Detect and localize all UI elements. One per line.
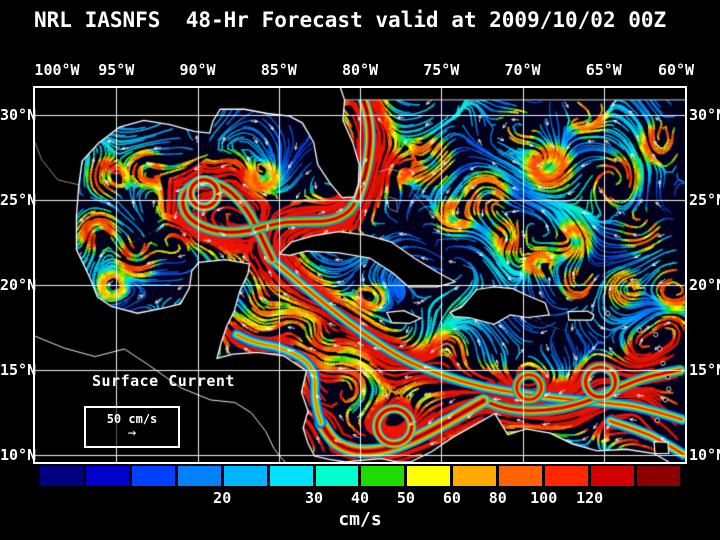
lon-tick-label: 65°W [585, 61, 622, 79]
colorbar-segment [223, 466, 267, 486]
map-plot: Surface Current 50 cm/s → [33, 86, 687, 464]
colorbar-segment [545, 466, 589, 486]
colorbar-segment [315, 466, 359, 486]
colorbar-segment [591, 466, 634, 486]
colorbar-tick-label: 20 [213, 489, 232, 507]
colorbar [40, 466, 680, 486]
scale-label: 50 cm/s [106, 411, 158, 426]
colorbar-segment [269, 466, 313, 486]
lon-tick-label: 100°W [34, 61, 80, 79]
colorbar-tick-label: 80 [488, 489, 507, 507]
colorbar-segment [361, 466, 405, 486]
surface-current-map-canvas [35, 88, 685, 462]
lat-tick-label-left: 30°N [0, 106, 37, 125]
colorbar-segment [499, 466, 543, 486]
legend-title: Surface Current [92, 372, 235, 390]
colorbar-tick-label: 40 [350, 489, 370, 507]
colorbar-segment [40, 466, 83, 486]
lon-tick-label: 95°W [98, 61, 135, 79]
lon-tick-label: 75°W [423, 61, 460, 79]
lon-tick-label: 85°W [260, 61, 297, 79]
colorbar-tick-label: 120 [576, 489, 604, 507]
colorbar-segment [407, 466, 451, 486]
lat-tick-label-left: 20°N [0, 276, 37, 295]
lon-tick-label: 60°W [657, 61, 695, 79]
lon-tick-label: 70°W [504, 61, 541, 79]
colorbar-tick-label: 60 [442, 489, 461, 507]
colorbar-segment [131, 466, 175, 486]
lon-tick-label: 90°W [179, 61, 216, 79]
lat-tick-label-left: 25°N [0, 191, 37, 210]
colorbar-unit: cm/s [338, 509, 382, 530]
lat-tick-label-left: 15°N [0, 361, 37, 380]
colorbar-segment [636, 466, 680, 486]
colorbar-segment [85, 466, 129, 486]
colorbar-segment [453, 466, 497, 486]
page-title: NRL IASNFS 48-Hr Forecast valid at 2009/… [34, 8, 667, 32]
lon-tick-label: 80°W [341, 61, 379, 79]
lat-tick-label-right: 30°N [689, 106, 720, 125]
lat-tick-label-right: 25°N [689, 191, 720, 210]
scale-arrow-icon: → [127, 424, 137, 441]
colorbar-tick-label: 50 [396, 489, 415, 507]
colorbar-tick-label: 30 [305, 489, 324, 507]
lat-tick-label-right: 20°N [689, 276, 720, 295]
colorbar-segment [177, 466, 221, 486]
colorbar-tick-label: 100 [530, 489, 558, 507]
lat-tick-label-right: 10°N [689, 446, 720, 465]
lat-tick-label-right: 15°N [689, 361, 720, 380]
scale-reference-box: 50 cm/s → [84, 406, 180, 448]
lat-tick-label-left: 10°N [0, 446, 37, 465]
